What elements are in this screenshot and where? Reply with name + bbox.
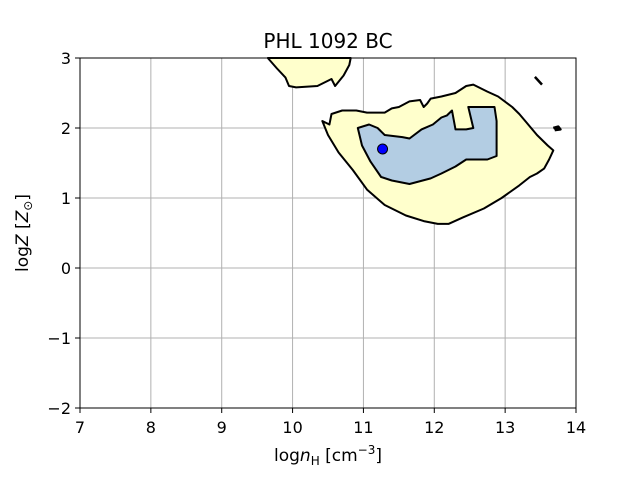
contour-fragments [533,76,562,132]
best-fit-markers [377,143,389,155]
plot-frame [79,57,577,409]
chart-title: PHL 1092 BC [263,29,392,53]
y-tick-label: −2 [47,399,71,418]
x-tick-label: 8 [146,418,156,437]
x-tick-label: 9 [217,418,227,437]
y-tick-label: 0 [61,259,71,278]
contour-fragment [552,125,562,132]
y-tick-label: 3 [61,49,71,68]
x-tick-label: 13 [495,418,515,437]
y-axis-label: logZ [Z⊙] [13,194,35,272]
inner-confidence-region [356,106,498,185]
x-tick-label: 7 [75,418,85,437]
y-tick-label: 2 [61,119,71,138]
contour-regions [266,57,555,225]
x-axis-label: lognH [cm−3] [274,443,382,468]
y-tick-label: 1 [61,189,71,208]
x-tick-label: 11 [353,418,373,437]
best-fit-point [377,143,389,155]
outer-confidence-region [266,57,352,89]
y-tick-label: −1 [47,329,71,348]
x-tick-label: 12 [424,418,444,437]
x-tick-label: 14 [566,418,586,437]
x-tick-label: 10 [282,418,302,437]
contour-fragment [533,76,543,86]
